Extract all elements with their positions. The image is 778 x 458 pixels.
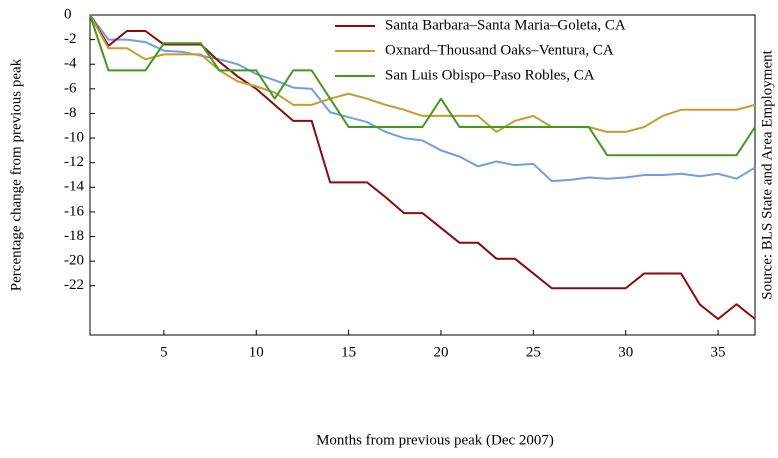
y-tick-label: -10 [64, 130, 84, 146]
x-axis-label: Months from previous peak (Dec 2007) [316, 432, 554, 448]
x-tick-label: 35 [711, 344, 726, 360]
y-axis-label: Percentage change from previous peak [8, 58, 24, 291]
series-line [89, 14, 756, 133]
y-tick-label: -16 [64, 203, 84, 219]
legend-label: Oxnard–Thousand Oaks–Ventura, CA [385, 42, 614, 58]
y-tick-label: -2 [64, 31, 77, 47]
y-tick-label: -4 [64, 56, 77, 72]
legend-label: Santa Barbara–Santa Maria–Goleta, CA [385, 17, 626, 33]
y-tick-label: -8 [64, 105, 77, 121]
plot-frame [89, 14, 756, 336]
legend-label: San Luis Obispo–Paso Robles, CA [385, 67, 595, 83]
y-tick-label: -14 [64, 179, 84, 195]
x-tick-label: 15 [341, 344, 356, 360]
series-line [89, 14, 756, 157]
y-tick-label: -12 [64, 154, 84, 170]
x-tick-label: 30 [618, 344, 633, 360]
series-line [89, 14, 756, 320]
y-tick-label: 0 [64, 6, 72, 22]
source-note: Source: BLS State and Area Employment [759, 49, 775, 299]
x-tick-label: 25 [526, 344, 541, 360]
x-tick-label: 10 [249, 344, 264, 360]
y-tick-label: -22 [64, 277, 84, 293]
y-tick-label: -6 [64, 80, 77, 96]
y-tick-label: -20 [64, 253, 84, 269]
x-tick-label: 20 [433, 344, 448, 360]
y-tick-label: -18 [64, 228, 84, 244]
x-tick-label: 5 [160, 344, 168, 360]
